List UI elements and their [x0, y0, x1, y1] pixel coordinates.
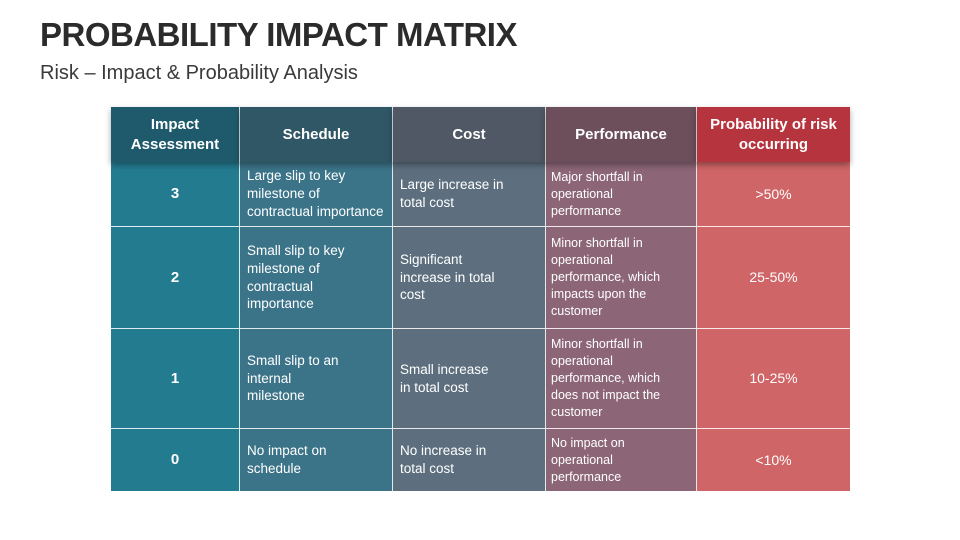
probability-cell: <10%: [697, 429, 850, 491]
impact-score: 0: [111, 429, 240, 491]
header-performance: Performance: [546, 107, 697, 162]
impact-score: 1: [111, 329, 240, 429]
cost-cell: Significant increase in total cost: [393, 227, 546, 329]
probability-cell: >50%: [697, 162, 850, 227]
performance-cell: Minor shortfall in operational performance…: [546, 227, 697, 329]
schedule-cell: Large slip to key milestone of contractual…: [240, 162, 393, 227]
impact-score: 2: [111, 227, 240, 329]
performance-cell: Minor shortfall in operational performance…: [546, 329, 697, 429]
header-schedule: Schedule: [240, 107, 393, 162]
cost-cell: Small increase in total cost: [393, 329, 546, 429]
cost-cell: No increase in total cost: [393, 429, 546, 491]
schedule-cell: No impact on schedule: [240, 429, 393, 491]
schedule-cell: Small slip to key milestone of contractual…: [240, 227, 393, 329]
page-title: PROBABILITY IMPACT MATRIX: [40, 16, 518, 53]
probability-impact-table: Impact Assessment Schedule Cost Performan…: [111, 107, 850, 491]
page-subtitle: Risk – Impact & Probability Analysis: [40, 62, 358, 84]
impact-score: 3: [111, 162, 240, 227]
performance-cell: Major shortfall in operational performance: [546, 162, 697, 227]
probability-cell: 25-50%: [697, 227, 850, 329]
cost-cell: Large increase in total cost: [393, 162, 546, 227]
header-impact-assessment: Impact Assessment: [111, 107, 240, 162]
schedule-cell: Small slip to an internal milestone: [240, 329, 393, 429]
probability-cell: 10-25%: [697, 329, 850, 429]
header-probability: Probability of risk occurring: [697, 107, 850, 162]
header-cost: Cost: [393, 107, 546, 162]
performance-cell: No impact on operational performance: [546, 429, 697, 491]
